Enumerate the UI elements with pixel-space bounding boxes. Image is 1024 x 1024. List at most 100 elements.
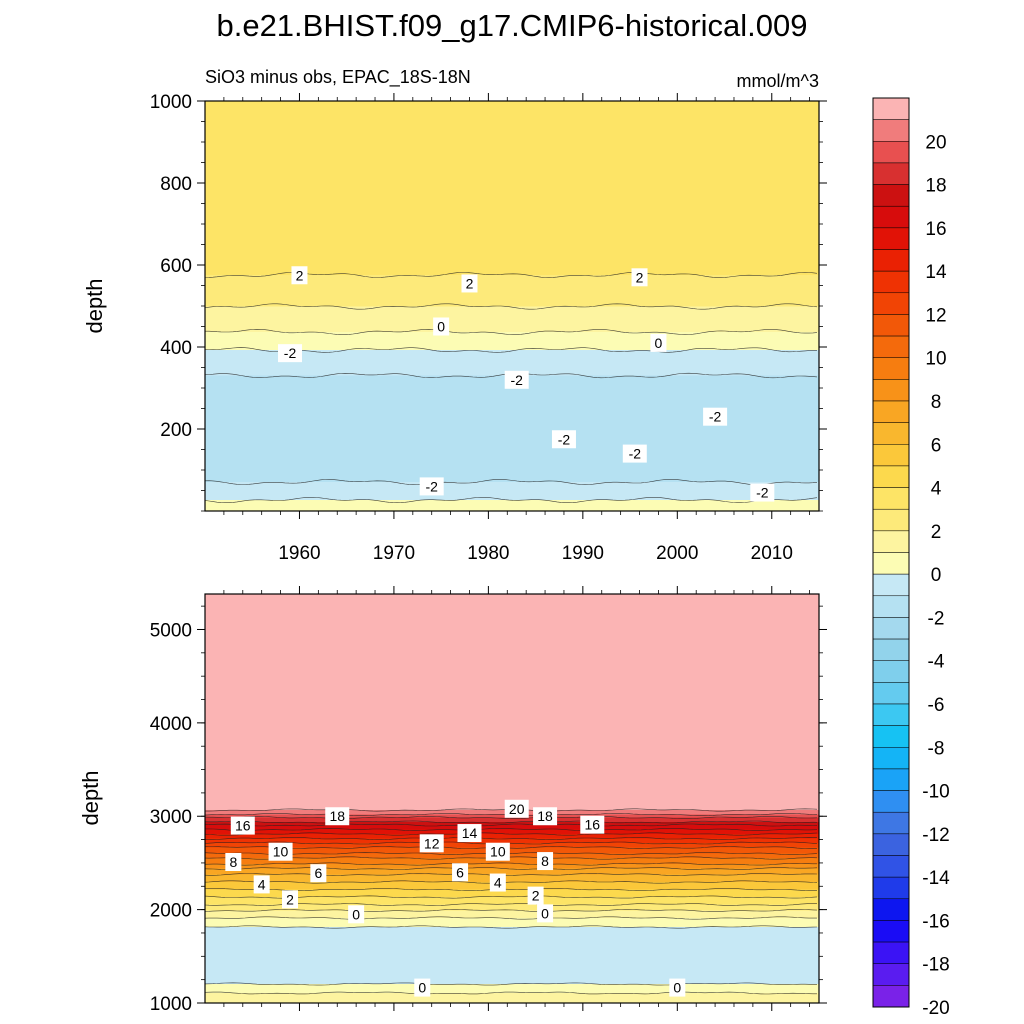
colorbar-swatch (872, 941, 910, 964)
lower-contour-label: 4 (489, 873, 506, 892)
upper-contour-label: -2 (278, 344, 303, 363)
upper-contour-label: -2 (551, 430, 576, 449)
colorbar-swatch (872, 985, 910, 1008)
colorbar: 20181614121086420-2-4-6-8-10-12-14-16-18… (872, 97, 950, 1019)
upper-contour-line-2 (205, 303, 818, 310)
upper-contour-label-box (631, 268, 648, 287)
lower-band-17 (205, 889, 819, 899)
colorbar-tick-label: -2 (928, 608, 945, 629)
upper-contour-label: 0 (433, 317, 450, 336)
lower-contour-label-box (669, 978, 686, 997)
lower-contour-label-text: 0 (418, 980, 426, 996)
lower-contour-label: 4 (253, 875, 270, 894)
upper-contour-label-text: -2 (629, 446, 642, 462)
colorbar-swatch (872, 444, 910, 467)
colorbar-swatch (872, 725, 910, 748)
colorbar-swatch (872, 617, 910, 640)
colorbar-frame (872, 97, 910, 1008)
lower-contour-label: 12 (419, 834, 444, 853)
lower-contour-label-text: 2 (286, 891, 294, 907)
upper-contour-line-3 (205, 328, 818, 335)
lower-band-16 (205, 882, 819, 891)
upper-contour-label: -2 (622, 444, 647, 463)
lower-contour-label-box (230, 816, 255, 835)
colorbar-swatch (872, 205, 910, 229)
upper-contour-label-box (291, 266, 308, 285)
lower-contour-label: 16 (580, 815, 605, 834)
lower-y-tick-label: 2000 (150, 901, 192, 922)
lower-contour-label-box (325, 807, 350, 826)
lower-contour-label: 8 (225, 852, 242, 871)
lower-contour-label-box (489, 873, 506, 892)
colorbar-swatch (872, 141, 910, 164)
upper-band-6 (205, 482, 819, 502)
lower-contour-label-text: 8 (541, 853, 549, 869)
lower-contour-label-text: 10 (273, 844, 289, 860)
lower-contour-label-box (310, 864, 327, 883)
lower-y-tick-label: 4000 (150, 714, 192, 735)
colorbar-swatch (872, 552, 910, 575)
lower-band-22 (205, 927, 819, 986)
upper-x-tick-label: 1960 (278, 543, 320, 564)
colorbar-tick-label: 4 (931, 479, 942, 500)
colorbar-tick-label: 20 (925, 132, 946, 153)
colorbar-tick-label: -20 (922, 998, 949, 1019)
colorbar-swatch (872, 270, 910, 294)
lower-contour-label-text: 6 (456, 864, 464, 880)
lower-contour-line-13 (205, 862, 817, 866)
lower-band-14 (205, 868, 819, 876)
colorbar-swatch (872, 465, 910, 488)
lower-contour-label-text: 20 (509, 801, 525, 817)
upper-contour-label-text: -2 (510, 372, 523, 388)
upper-contour-label-text: 2 (466, 275, 474, 291)
colorbar-swatch (872, 898, 910, 921)
lower-contour-label-box (419, 834, 444, 853)
colorbar-swatch (872, 833, 910, 856)
lower-contour-label-text: 18 (537, 808, 553, 824)
lower-contour-line-9 (205, 841, 818, 845)
lower-contour-label-text: 14 (462, 825, 478, 841)
lower-contour-label-text: 12 (424, 835, 440, 851)
upper-x-tick-label: 1980 (467, 543, 509, 564)
lower-contour-label: 6 (310, 864, 327, 883)
lower-band-23 (205, 984, 819, 995)
lower-band-24 (205, 993, 819, 1003)
colorbar-tick-label: 18 (925, 176, 946, 197)
lower-band-8 (205, 838, 819, 845)
upper-contour-label-text: 2 (636, 269, 644, 285)
lower-contour-label-box (457, 824, 482, 843)
colorbar-swatch (872, 184, 910, 207)
lower-contour-label-text: 4 (258, 876, 266, 892)
upper-contour-label-text: -2 (709, 409, 722, 425)
upper-contour-label: 2 (631, 268, 648, 287)
lower-contour-line-5 (205, 823, 818, 827)
colorbar-tick-label: 16 (925, 219, 946, 240)
colorbar-swatch (872, 876, 910, 900)
colorbar-swatch (872, 682, 910, 705)
upper-y-tick-label: 400 (160, 338, 192, 359)
colorbar-swatch (872, 422, 910, 445)
lower-contour-line-17 (205, 888, 817, 891)
upper-y-axis-label: depth (82, 278, 107, 333)
upper-band-2 (205, 306, 819, 334)
upper-contour-label-box (622, 444, 647, 463)
lower-contour-label-text: 18 (329, 808, 345, 824)
lower-contour-line-23 (205, 982, 818, 986)
lower-contour-line-24 (205, 991, 817, 995)
lower-contour-lines (205, 808, 818, 995)
lower-contour-label-box (452, 863, 469, 882)
colorbar-swatch (872, 660, 910, 683)
colorbar-tick-label: -10 (922, 782, 949, 803)
colorbar-tick-label: -12 (922, 825, 949, 846)
upper-contour-label: 2 (291, 266, 308, 285)
colorbar-swatch (872, 963, 910, 986)
colorbar-swatch (872, 379, 910, 402)
lower-contour-label: 0 (414, 978, 431, 997)
panel-subtitle: SiO3 minus obs, EPAC_18S-18N (205, 67, 471, 88)
lower-contour-label: 18 (533, 807, 558, 826)
lower-contour-line-3 (205, 816, 818, 819)
colorbar-swatch (872, 314, 910, 337)
lower-contour-label-text: 6 (314, 865, 322, 881)
colorbar-swatch (872, 595, 910, 618)
lower-contour-label-box (282, 890, 299, 909)
